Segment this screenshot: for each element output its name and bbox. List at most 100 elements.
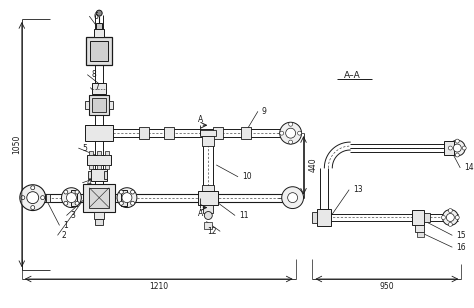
- Circle shape: [64, 201, 68, 205]
- Bar: [203, 205, 213, 213]
- Bar: [202, 136, 214, 146]
- Circle shape: [280, 131, 284, 135]
- Circle shape: [64, 190, 68, 194]
- Bar: [94, 212, 104, 220]
- Text: 6: 6: [93, 12, 98, 21]
- Circle shape: [131, 201, 135, 205]
- Bar: [95, 220, 103, 225]
- Circle shape: [298, 131, 301, 135]
- Bar: [202, 185, 214, 195]
- Bar: [213, 127, 223, 139]
- Text: 4: 4: [86, 178, 91, 187]
- Text: A: A: [198, 115, 203, 124]
- Bar: [85, 101, 89, 109]
- Bar: [90, 41, 108, 61]
- Bar: [86, 37, 112, 65]
- Circle shape: [75, 201, 79, 205]
- Circle shape: [31, 205, 35, 209]
- Text: 11: 11: [239, 211, 248, 220]
- Bar: [89, 95, 109, 115]
- Circle shape: [289, 122, 292, 126]
- Bar: [199, 191, 218, 205]
- Bar: [201, 130, 216, 136]
- Bar: [415, 225, 424, 232]
- Circle shape: [131, 190, 135, 194]
- Bar: [105, 151, 109, 155]
- Circle shape: [448, 222, 452, 226]
- Bar: [97, 165, 101, 169]
- Circle shape: [456, 216, 459, 220]
- Circle shape: [286, 128, 296, 138]
- Text: 7: 7: [94, 83, 99, 92]
- Circle shape: [31, 186, 35, 190]
- Bar: [204, 222, 212, 229]
- Circle shape: [122, 193, 132, 203]
- Text: 14: 14: [464, 163, 474, 172]
- Circle shape: [456, 139, 459, 143]
- Bar: [88, 171, 91, 179]
- Bar: [241, 127, 251, 139]
- Circle shape: [41, 196, 45, 200]
- Bar: [89, 165, 93, 169]
- Text: 8: 8: [91, 70, 96, 79]
- Circle shape: [456, 153, 459, 157]
- Circle shape: [462, 146, 466, 150]
- Text: 440: 440: [309, 158, 318, 172]
- Circle shape: [289, 140, 292, 144]
- Circle shape: [441, 216, 446, 220]
- Text: A–A: A–A: [344, 71, 361, 80]
- Bar: [121, 190, 127, 205]
- Text: 1: 1: [64, 221, 68, 230]
- Bar: [96, 23, 102, 29]
- Text: A: A: [198, 209, 203, 218]
- Bar: [445, 141, 454, 155]
- Bar: [318, 209, 331, 226]
- Circle shape: [20, 185, 46, 211]
- Circle shape: [119, 201, 123, 205]
- Bar: [411, 209, 424, 225]
- Bar: [417, 232, 424, 237]
- Circle shape: [442, 209, 458, 225]
- Bar: [97, 151, 101, 155]
- Bar: [164, 127, 173, 139]
- Circle shape: [66, 193, 76, 203]
- Circle shape: [449, 140, 465, 156]
- Text: 13: 13: [353, 185, 363, 194]
- Circle shape: [27, 192, 39, 204]
- Bar: [104, 171, 107, 179]
- Circle shape: [117, 188, 137, 208]
- Circle shape: [62, 188, 82, 208]
- Bar: [105, 165, 109, 169]
- Bar: [83, 184, 115, 212]
- Bar: [312, 212, 318, 223]
- Bar: [201, 195, 216, 201]
- Circle shape: [447, 213, 454, 221]
- Bar: [109, 101, 113, 109]
- Bar: [89, 151, 93, 155]
- Circle shape: [96, 10, 102, 16]
- Bar: [91, 169, 107, 181]
- Circle shape: [204, 212, 212, 220]
- Circle shape: [21, 196, 25, 200]
- Text: 950: 950: [380, 282, 394, 291]
- Bar: [92, 83, 106, 95]
- Circle shape: [119, 190, 123, 194]
- Circle shape: [75, 190, 79, 194]
- Circle shape: [288, 193, 298, 203]
- Bar: [139, 127, 149, 139]
- Text: 3: 3: [71, 211, 75, 220]
- Bar: [94, 29, 104, 37]
- Text: 15: 15: [456, 231, 466, 240]
- Bar: [424, 213, 429, 222]
- Bar: [46, 194, 50, 202]
- Text: 1210: 1210: [149, 282, 168, 291]
- Bar: [85, 125, 113, 141]
- Circle shape: [453, 144, 461, 152]
- Text: 9: 9: [262, 107, 267, 116]
- Circle shape: [448, 146, 452, 150]
- Bar: [72, 190, 77, 205]
- Circle shape: [282, 187, 303, 209]
- Text: 2: 2: [62, 231, 66, 240]
- Circle shape: [448, 209, 452, 213]
- Circle shape: [280, 122, 301, 144]
